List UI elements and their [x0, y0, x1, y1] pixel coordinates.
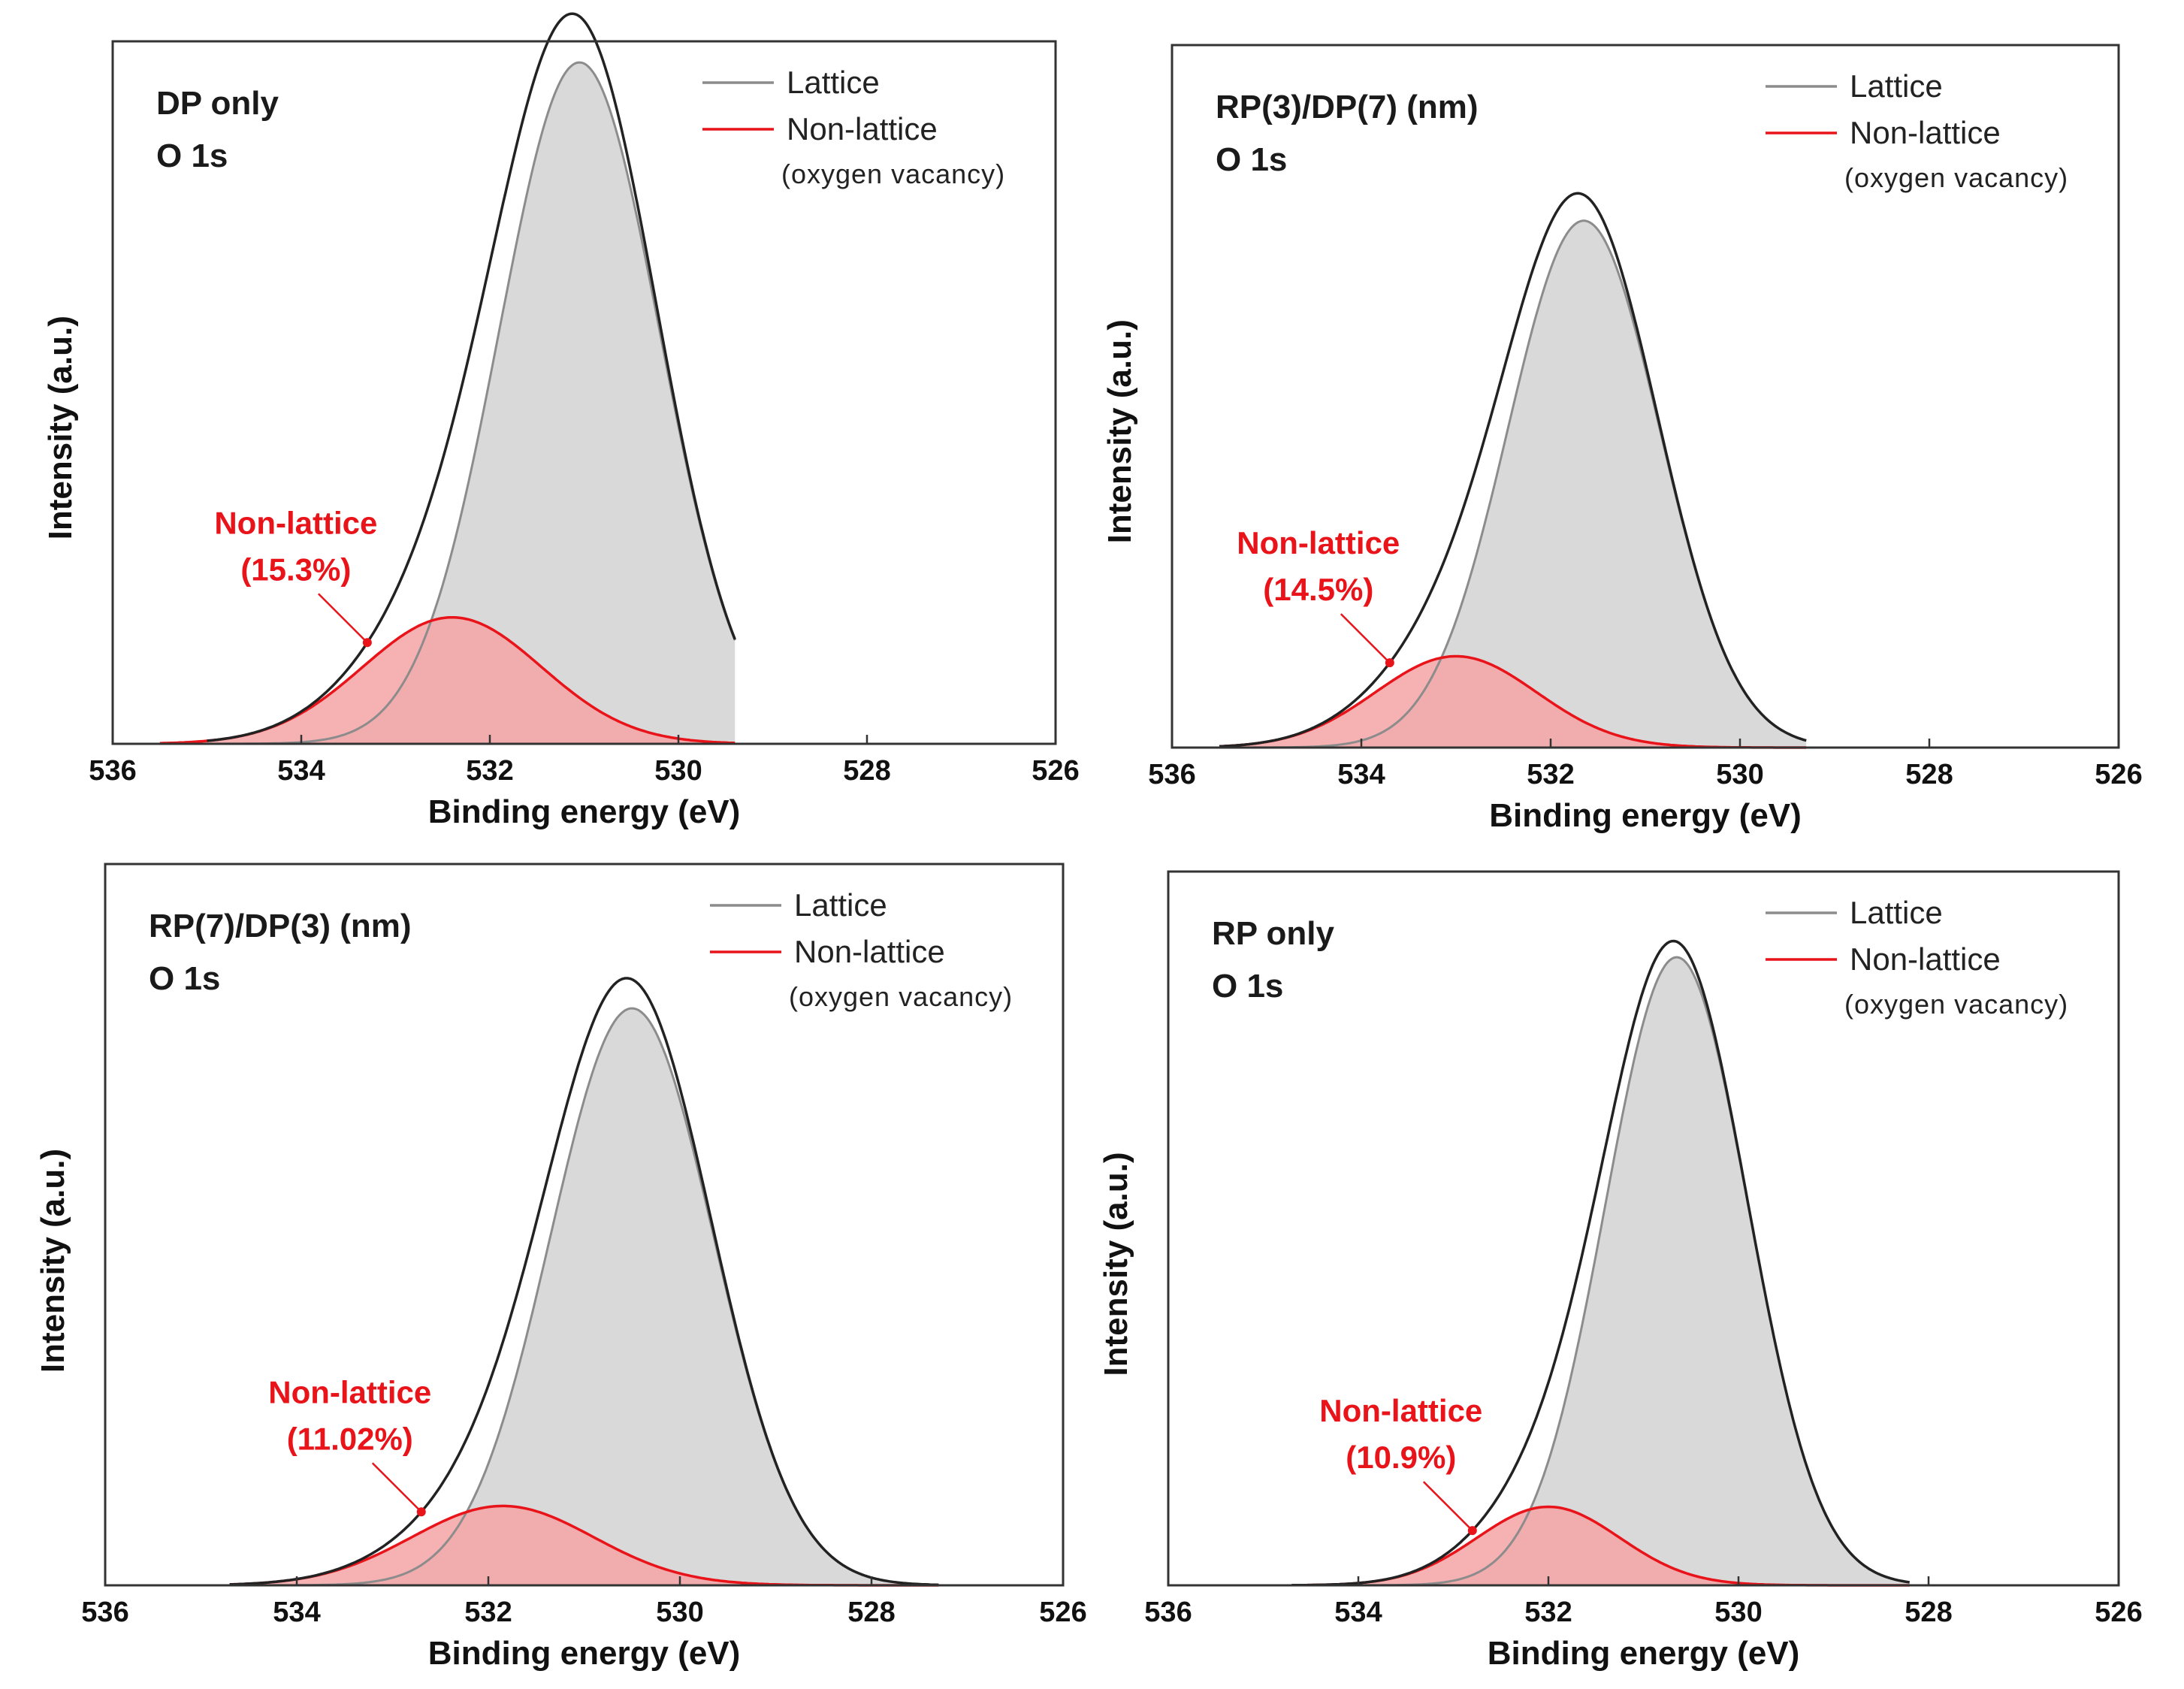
legend-label-non-lattice: Non-lattice — [787, 111, 938, 147]
annotation-arrowhead — [416, 1507, 426, 1517]
legend-note: (oxygen vacancy) — [789, 981, 1013, 1012]
panel-subtitle: O 1s — [149, 960, 220, 997]
annotation-arrowhead — [1467, 1526, 1477, 1536]
xps-panel-4: 536 534 532 530 528 526 Binding energy (eV) Int… — [1098, 870, 2143, 1672]
panel-title: RP(7)/DP(3) (nm) — [149, 908, 412, 944]
x-tick-label: 534 — [1334, 1597, 1382, 1628]
legend-label-non-lattice: Non-lattice — [1850, 115, 2001, 150]
x-tick-label: 528 — [1905, 1597, 1952, 1628]
lattice-curve — [207, 61, 736, 745]
x-tick-label: 528 — [1905, 759, 1953, 790]
lattice-fill — [207, 62, 736, 745]
non-lattice-fill — [229, 1506, 939, 1585]
envelope-curve — [229, 977, 939, 1587]
x-tick-label: 536 — [89, 755, 136, 787]
annotation-arrow — [1340, 613, 1391, 663]
y-axis-title: Intensity (a.u.) — [1098, 1152, 1134, 1376]
annotation-value: (11.02%) — [287, 1421, 413, 1456]
annotation-label: Non-lattice — [1319, 1393, 1482, 1428]
legend-note: (oxygen vacancy) — [1844, 162, 2068, 193]
x-axis-title: Binding energy (eV) — [1488, 1635, 1800, 1672]
panel-title: RP only — [1212, 915, 1335, 952]
x-tick-label: 532 — [1524, 1597, 1572, 1628]
plot-frame — [1167, 870, 2120, 1587]
x-tick-label: 530 — [654, 755, 702, 787]
lattice-fill — [229, 1008, 939, 1585]
legend-label-lattice: Lattice — [794, 887, 887, 923]
x-tick-label: 534 — [1337, 759, 1385, 790]
annotation-arrowhead — [362, 638, 372, 648]
legend-note: (oxygen vacancy) — [1844, 989, 2068, 1020]
envelope-curve — [1219, 192, 1807, 748]
envelope-curve — [207, 12, 736, 742]
annotation-arrowhead — [1385, 658, 1394, 668]
panel-title: RP(3)/DP(7) (nm) — [1216, 89, 1479, 125]
panel-subtitle: O 1s — [1216, 141, 1287, 178]
annotation-label: Non-lattice — [214, 505, 377, 540]
panel-subtitle: O 1s — [1212, 968, 1283, 1005]
legend-label-lattice: Lattice — [1850, 895, 1943, 930]
x-axis-title: Binding energy (eV) — [428, 1635, 741, 1672]
lattice-fill — [1291, 957, 1910, 1585]
x-tick-label: 530 — [1714, 1597, 1762, 1628]
non-lattice-fill — [1219, 656, 1807, 748]
x-axis-title: Binding energy (eV) — [428, 793, 741, 830]
x-tick-label: 526 — [2095, 759, 2142, 790]
x-tick-label: 534 — [273, 1597, 320, 1628]
legend-label-non-lattice: Non-lattice — [794, 934, 945, 969]
x-tick-label: 528 — [847, 1597, 895, 1628]
xps-panel-2: 536 534 532 530 528 526 Binding energy (eV) Int… — [1101, 44, 2143, 834]
y-axis-title: Intensity (a.u.) — [42, 316, 79, 539]
x-tick-label: 530 — [656, 1597, 703, 1628]
x-tick-label: 526 — [1039, 1597, 1086, 1628]
legend-label-non-lattice: Non-lattice — [1850, 941, 2001, 977]
x-tick-label: 532 — [1527, 759, 1574, 790]
x-tick-label: 526 — [1032, 755, 1079, 787]
panel-subtitle: O 1s — [156, 137, 228, 174]
x-tick-label: 534 — [277, 755, 325, 787]
x-tick-label: 536 — [81, 1597, 128, 1628]
x-tick-label: 536 — [1148, 759, 1195, 790]
annotation-value: (15.3%) — [240, 551, 351, 587]
y-axis-title: Intensity (a.u.) — [35, 1149, 71, 1373]
annotation-value: (10.9%) — [1346, 1440, 1456, 1475]
x-tick-label: 528 — [843, 755, 890, 787]
annotation-label: Non-lattice — [268, 1374, 431, 1410]
envelope-curve — [1291, 939, 1910, 1587]
annotation-label: Non-lattice — [1237, 525, 1400, 560]
lattice-fill — [1219, 220, 1807, 748]
annotation-arrow — [1422, 1481, 1473, 1531]
xps-panel-1: 536 534 532 530 528 526 Binding energy (eV) Int… — [42, 12, 1080, 830]
x-axis-title: Binding energy (eV) — [1489, 797, 1802, 834]
panel-title: DP only — [156, 85, 279, 122]
x-tick-label: 526 — [2095, 1597, 2142, 1628]
x-tick-label: 532 — [464, 1597, 512, 1628]
xps-panel-3: 536 534 532 530 528 526 Binding energy (eV) Int… — [35, 863, 1087, 1672]
non-lattice-fill — [1291, 1506, 1910, 1585]
annotation-arrow — [371, 1462, 422, 1513]
plot-frame — [1171, 44, 2120, 749]
x-tick-label: 532 — [466, 755, 513, 787]
legend-label-lattice: Lattice — [1850, 68, 1943, 104]
x-tick-label: 530 — [1716, 759, 1763, 790]
legend-note: (oxygen vacancy) — [781, 159, 1005, 189]
plot-frame — [104, 863, 1065, 1587]
plot-frame — [111, 40, 1057, 745]
y-axis-title: Intensity (a.u.) — [1101, 319, 1138, 543]
annotation-arrow — [317, 593, 368, 644]
x-tick-label: 536 — [1144, 1597, 1192, 1628]
annotation-value: (14.5%) — [1263, 572, 1373, 607]
legend-label-lattice: Lattice — [787, 65, 880, 100]
